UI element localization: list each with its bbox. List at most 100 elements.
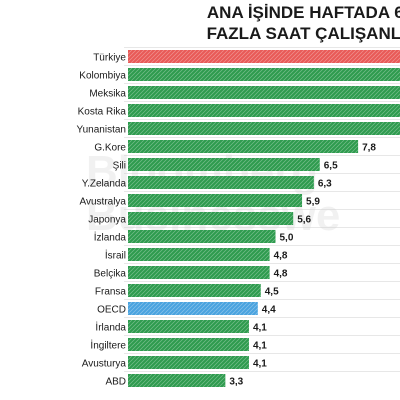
bar-texture bbox=[127, 301, 133, 307]
bar-texture bbox=[178, 175, 193, 190]
bar-texture bbox=[258, 121, 273, 136]
bar-texture bbox=[274, 242, 276, 244]
bar-texture bbox=[250, 49, 265, 64]
bar-texture bbox=[174, 355, 189, 370]
bar-texture bbox=[378, 67, 393, 82]
bar-texture bbox=[350, 145, 359, 154]
bar-texture bbox=[158, 139, 173, 154]
bar-texture bbox=[318, 139, 333, 154]
bar-texture bbox=[262, 85, 277, 100]
bar-texture bbox=[210, 319, 225, 334]
bar-texture bbox=[127, 157, 141, 171]
bar-texture bbox=[318, 170, 320, 172]
bar-texture bbox=[218, 175, 233, 190]
bar-texture bbox=[162, 229, 177, 244]
bar-texture bbox=[202, 265, 217, 280]
bar-texture bbox=[282, 214, 294, 226]
bar-texture bbox=[294, 49, 309, 64]
bar-texture bbox=[230, 175, 245, 190]
bar-texture bbox=[210, 49, 225, 64]
bar-texture bbox=[306, 121, 321, 136]
bar-texture bbox=[298, 203, 303, 208]
bar-texture bbox=[138, 49, 153, 64]
bar-texture bbox=[127, 49, 137, 59]
bar bbox=[128, 356, 249, 369]
bar-texture bbox=[298, 157, 313, 172]
bar-texture bbox=[290, 195, 303, 208]
bar-texture bbox=[170, 49, 185, 64]
bar-texture bbox=[230, 85, 245, 100]
bar-texture bbox=[210, 355, 225, 370]
bar-texture bbox=[254, 247, 269, 262]
bar-texture bbox=[170, 103, 185, 118]
category-label: ABD bbox=[105, 377, 126, 388]
bar-texture bbox=[314, 139, 329, 154]
bar-texture bbox=[202, 319, 217, 334]
bar-texture bbox=[254, 211, 269, 226]
bar-texture bbox=[374, 67, 389, 82]
bar-texture bbox=[226, 247, 241, 262]
bar-texture bbox=[302, 157, 317, 172]
bar-texture bbox=[142, 355, 157, 370]
bar-texture bbox=[162, 283, 177, 298]
category-label: Avusturya bbox=[82, 359, 127, 370]
bar-texture bbox=[174, 193, 189, 208]
bar-texture bbox=[210, 139, 225, 154]
bar-texture bbox=[158, 301, 173, 316]
bar-texture bbox=[262, 272, 270, 280]
bar-texture bbox=[226, 121, 241, 136]
bar-texture bbox=[238, 121, 253, 136]
bar-texture bbox=[206, 103, 221, 118]
bar-texture bbox=[194, 229, 209, 244]
bar-texture bbox=[350, 121, 365, 136]
bar-texture bbox=[358, 49, 373, 64]
bar-texture bbox=[198, 175, 213, 190]
bar-texture bbox=[238, 67, 253, 82]
bar-texture bbox=[246, 229, 261, 244]
bar-texture bbox=[274, 193, 289, 208]
bar-texture bbox=[186, 175, 201, 190]
bar-texture bbox=[238, 283, 253, 298]
bar-texture bbox=[130, 283, 145, 298]
bar-texture bbox=[198, 193, 213, 208]
bar-texture bbox=[127, 301, 137, 311]
bar-texture bbox=[162, 301, 177, 316]
bar-texture bbox=[218, 139, 233, 154]
bar-texture bbox=[246, 303, 259, 316]
bar-texture bbox=[242, 175, 257, 190]
bar-texture bbox=[146, 67, 161, 82]
bar-texture bbox=[318, 103, 333, 118]
bar-texture bbox=[127, 265, 133, 271]
bar-texture bbox=[206, 211, 221, 226]
bar-texture bbox=[222, 283, 237, 298]
bar-texture bbox=[127, 67, 141, 81]
bar-texture bbox=[162, 355, 177, 370]
bar-texture bbox=[234, 337, 249, 352]
bar-texture bbox=[286, 103, 301, 118]
bar-texture bbox=[142, 49, 157, 64]
bar-texture bbox=[127, 211, 141, 225]
bar-texture bbox=[238, 358, 250, 370]
bar-texture bbox=[210, 85, 225, 100]
bar-texture bbox=[190, 139, 205, 154]
bar-texture bbox=[238, 340, 250, 352]
category-label: OECD bbox=[97, 305, 126, 316]
bar-texture bbox=[158, 211, 173, 226]
bar-texture bbox=[266, 121, 281, 136]
bar-texture bbox=[218, 157, 233, 172]
bar-texture bbox=[338, 121, 353, 136]
bar-texture bbox=[210, 247, 225, 262]
bar-texture bbox=[134, 121, 149, 136]
bar-texture bbox=[290, 222, 294, 226]
bar-texture bbox=[310, 85, 325, 100]
bar-texture bbox=[198, 265, 213, 280]
bar-texture bbox=[286, 139, 301, 154]
bar-texture bbox=[206, 139, 221, 154]
bar-texture bbox=[226, 49, 241, 64]
bar-texture bbox=[254, 49, 269, 64]
bar-texture bbox=[222, 49, 237, 64]
bar-texture bbox=[214, 355, 229, 370]
bar-texture bbox=[150, 229, 165, 244]
bar-texture bbox=[198, 85, 213, 100]
bar-texture bbox=[242, 362, 250, 370]
